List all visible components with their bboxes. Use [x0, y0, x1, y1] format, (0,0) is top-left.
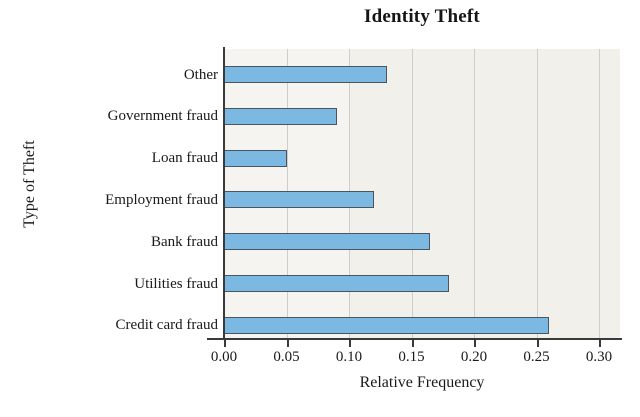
- bar: [224, 316, 549, 334]
- plot-area: [224, 49, 620, 338]
- x-axis-tick-label: 0.20: [460, 349, 488, 365]
- x-axis-tick-label: 0.15: [398, 349, 425, 365]
- x-axis-tick-label: 0.25: [523, 349, 550, 365]
- x-axis-tick: [411, 340, 414, 347]
- gridline: [411, 49, 413, 338]
- y-axis-tick-label: Credit card fraud: [115, 317, 218, 334]
- x-axis-tick-label: 0.05: [273, 349, 300, 365]
- y-axis-tick-label: Loan fraud: [151, 150, 218, 167]
- gridline: [474, 49, 475, 338]
- bar: [224, 191, 374, 209]
- x-axis-tick: [224, 340, 226, 347]
- y-axis-line: [223, 47, 225, 340]
- bar: [224, 66, 387, 83]
- y-axis-tick-label: Employment fraud: [105, 191, 218, 208]
- x-axis-tick: [286, 340, 289, 347]
- x-axis-tick: [474, 340, 476, 347]
- x-axis-tick-label: 0.10: [335, 349, 363, 365]
- x-axis-tick-label: 0.30: [585, 349, 613, 365]
- x-axis-tick: [599, 340, 601, 347]
- x-axis-line: [207, 338, 622, 340]
- y-axis-tick-label: Government fraud: [107, 108, 218, 125]
- y-axis-tick-label: Utilities fraud: [134, 275, 218, 292]
- x-axis-tick-label: 0.00: [210, 349, 238, 365]
- x-axis-tick: [536, 340, 539, 347]
- gridline: [599, 49, 600, 338]
- y-axis-tick-label: Other: [183, 66, 218, 83]
- y-axis-tick-labels: Other Government fraud Loan fraud Employmen…: [0, 0, 218, 417]
- bar: [224, 149, 287, 167]
- y-axis-title: Type of Theft: [21, 140, 38, 228]
- x-axis-title: Relative Frequency: [359, 374, 485, 391]
- bar: [224, 107, 337, 125]
- bar: [224, 275, 449, 292]
- x-axis-tick: [349, 340, 351, 347]
- chart-title: Identity Theft: [364, 6, 480, 27]
- y-axis-tick-label: Bank fraud: [150, 233, 218, 250]
- gridline: [536, 49, 538, 338]
- bar: [224, 233, 431, 251]
